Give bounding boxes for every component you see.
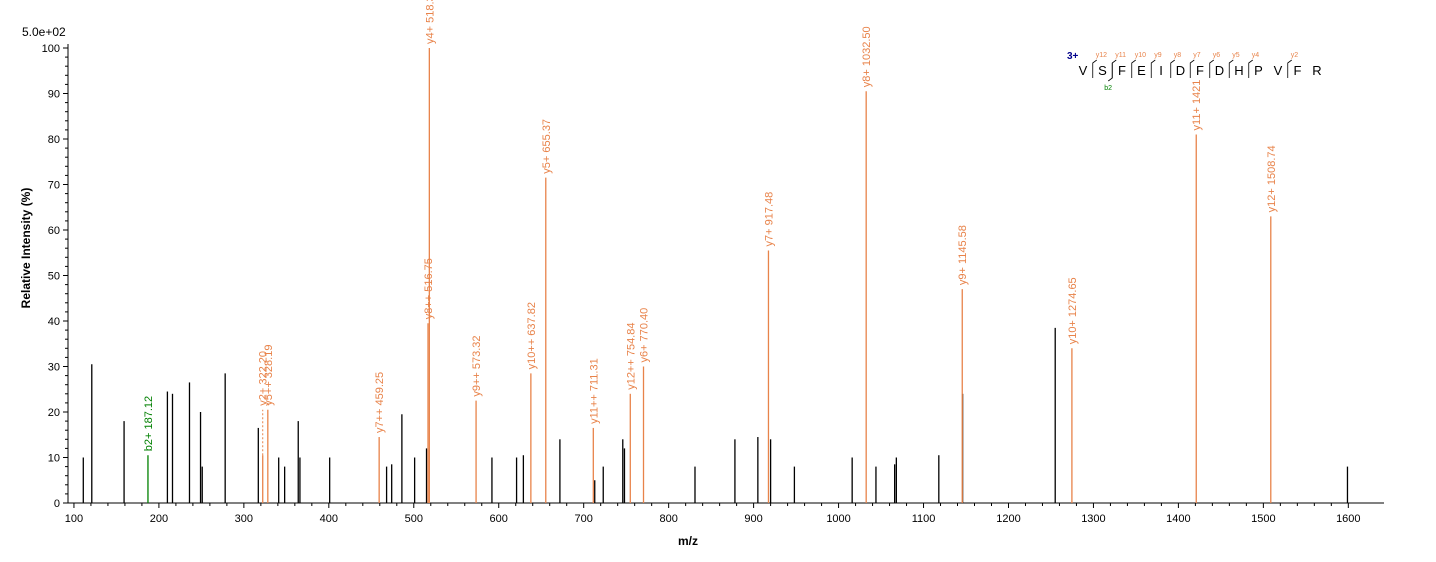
peak-label: y10+ 1274.65: [1067, 277, 1079, 344]
peak-label: y5+ 655.37: [541, 119, 553, 174]
x-axis-title: m/z: [678, 534, 698, 548]
y-tick-label: 90: [48, 89, 60, 101]
y-ion-marker: [1111, 59, 1117, 78]
y-ion-label: y10: [1135, 52, 1146, 59]
y-ion-marker: [1189, 59, 1195, 78]
sequence-residue: S: [1098, 63, 1107, 78]
y-ion-label: y11: [1115, 52, 1126, 59]
x-tick-label: 800: [659, 513, 677, 525]
peak-label: y4+ 518.31: [424, 0, 436, 44]
sequence-residue: F: [1196, 63, 1204, 78]
b-ion-label: b2: [1104, 85, 1112, 92]
y-tick-label: 80: [48, 134, 60, 146]
peak-label: y12++ 754.84: [625, 323, 637, 390]
peak-label: y9++ 573.32: [471, 335, 483, 396]
y-ion-label: y12: [1096, 52, 1107, 59]
sequence-residue: V: [1079, 63, 1088, 78]
sequence-residue: I: [1159, 63, 1163, 78]
y-tick-label: 100: [42, 43, 60, 55]
charge-state: 3+: [1067, 51, 1079, 62]
peak-label: y8+ 1032.50: [861, 26, 873, 87]
sequence-residue: D: [1215, 63, 1224, 78]
y-tick-label: 40: [48, 316, 60, 328]
y-tick-label: 20: [48, 407, 60, 419]
peak-label: y9+ 1145.58: [957, 225, 969, 285]
x-tick-label: 1000: [826, 513, 850, 525]
sequence-residue: D: [1176, 63, 1185, 78]
y-ion-marker: [1287, 59, 1292, 78]
sequence-residue: V: [1274, 63, 1283, 78]
x-tick-label: 1200: [996, 513, 1020, 525]
y-tick-label: 30: [48, 362, 60, 374]
sequence-residue: H: [1234, 63, 1243, 78]
y-ion-marker: [1131, 59, 1136, 78]
y-ion-marker: [1092, 59, 1097, 78]
x-tick-label: 1500: [1251, 513, 1275, 525]
peak-label: y11+ 1421: [1191, 80, 1203, 131]
y-tick-label: 70: [48, 180, 60, 192]
peak-label: y8++ 516.75: [423, 258, 435, 319]
y-ion-marker: [1209, 59, 1214, 78]
x-tick-label: 600: [490, 513, 508, 525]
peak-label: y7++ 459.25: [374, 372, 386, 433]
x-tick-label: 1600: [1336, 513, 1360, 525]
y-ion-marker: [1228, 59, 1234, 78]
y-ion-label: y5: [1232, 52, 1240, 59]
peak-label: b2+ 187.12: [143, 396, 155, 451]
y-ion-label: y9: [1154, 52, 1162, 59]
y-axis-title: Relative Intensity (%): [19, 188, 33, 309]
sequence-residue: E: [1137, 63, 1146, 78]
peak-label: y5++ 328.19: [263, 345, 275, 406]
peak-label: y11++ 711.31: [588, 358, 600, 424]
y-ion-label: y4: [1252, 52, 1260, 59]
sequence-residue: F: [1294, 63, 1302, 78]
y-ion-marker: [1170, 59, 1175, 78]
y-ion-label: y7: [1193, 52, 1201, 59]
peak-label: y6+ 770.40: [639, 308, 651, 363]
y-ion-label: y2: [1291, 52, 1299, 59]
sequence-residue: P: [1254, 63, 1263, 78]
x-tick-label: 200: [150, 513, 168, 525]
x-tick-label: 400: [320, 513, 338, 525]
x-tick-label: 100: [65, 513, 83, 525]
x-tick-label: 1100: [912, 513, 936, 525]
y-ion-marker: [1150, 59, 1156, 78]
y-ion-marker: [1248, 59, 1253, 78]
sequence-residue: F: [1118, 63, 1126, 78]
y-tick-label: 0: [54, 498, 60, 510]
y-tick-label: 10: [48, 453, 60, 465]
x-tick-label: 900: [744, 513, 762, 525]
x-tick-label: 700: [575, 513, 593, 525]
y-scale-label: 5.0e+02: [22, 25, 66, 39]
peak-label: y10++ 637.82: [526, 302, 538, 369]
b-ion-marker: [1108, 63, 1113, 82]
y-tick-label: 60: [48, 225, 60, 237]
sequence-residue: R: [1312, 63, 1321, 78]
x-tick-label: 300: [235, 513, 253, 525]
peak-label: y12+ 1508.74: [1266, 145, 1278, 212]
x-tick-label: 1300: [1081, 513, 1105, 525]
x-tick-label: 500: [405, 513, 423, 525]
y-tick-label: 50: [48, 271, 60, 283]
peaks: [82, 48, 1349, 503]
peak-label: y2+ 322.20: [258, 351, 270, 406]
x-tick-label: 1400: [1166, 513, 1190, 525]
peak-label: y7+ 917.48: [763, 192, 775, 247]
axes: 100 200 300 400 500 600 700 800 900 1000 1100 1200 1…: [42, 43, 1384, 525]
y-ion-label: y6: [1213, 52, 1221, 59]
y-ion-label: y8: [1174, 52, 1182, 59]
